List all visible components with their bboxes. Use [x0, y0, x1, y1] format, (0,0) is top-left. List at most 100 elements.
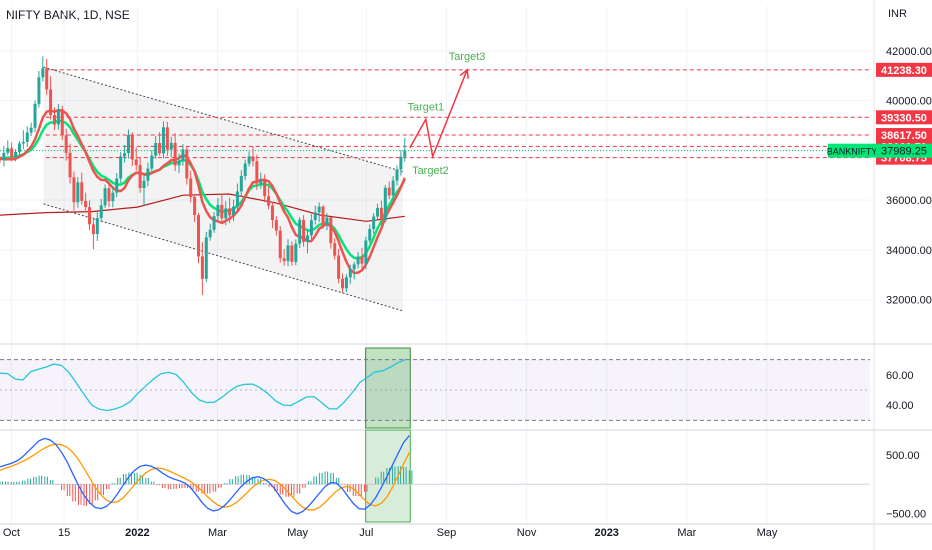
- candle-body: [165, 127, 169, 150]
- candle-body: [298, 219, 302, 244]
- candle-body: [29, 127, 33, 133]
- candle-body: [150, 155, 154, 169]
- candle-body: [368, 229, 372, 241]
- currency-label: INR: [888, 8, 907, 20]
- candle-body: [321, 206, 325, 225]
- candle-body: [146, 168, 150, 181]
- channel-fill: [43, 67, 403, 311]
- candle-body: [14, 151, 18, 158]
- candle-body: [126, 134, 130, 154]
- candle-body: [49, 89, 53, 116]
- candle-body: [333, 243, 337, 256]
- candle-body: [181, 149, 185, 161]
- candle-body: [111, 192, 115, 202]
- candle-body: [341, 278, 345, 289]
- candle-body: [309, 220, 313, 236]
- candle-body: [302, 219, 306, 242]
- time-tick-label: Mar: [677, 527, 696, 539]
- candle-body: [119, 156, 123, 179]
- candle-body: [91, 224, 95, 235]
- price-level-value: 41238.30: [881, 65, 927, 77]
- price-level-badge: [876, 62, 932, 77]
- candle-body: [290, 245, 294, 262]
- candle-body: [64, 135, 68, 153]
- price-tick-label: 42000.00: [886, 46, 932, 58]
- candle-body: [270, 205, 274, 221]
- candle-body: [228, 208, 232, 216]
- candle-body: [37, 77, 41, 104]
- time-tick-label: May: [287, 527, 308, 539]
- candle-body: [263, 180, 267, 197]
- candle-body: [88, 207, 92, 225]
- projection-arrowhead: [459, 68, 469, 79]
- last-price-badge: [876, 143, 932, 158]
- time-tick-label: 15: [58, 527, 70, 539]
- target-label: Target3: [449, 51, 486, 63]
- candle-body: [10, 148, 14, 158]
- price-tick-label: 32000.00: [886, 295, 932, 307]
- candle-body: [84, 200, 88, 208]
- price-tick-label: 34000.00: [886, 245, 932, 257]
- candle-body: [158, 142, 162, 154]
- candle-body: [274, 220, 278, 231]
- channel-lower-line: [43, 203, 404, 312]
- candle-body: [247, 156, 251, 164]
- time-tick-label: Jul: [359, 527, 373, 539]
- green-moving-average-line: [0, 119, 406, 260]
- candle-body: [103, 188, 107, 206]
- candle-body: [395, 169, 399, 181]
- candle-body: [286, 245, 290, 262]
- candle-body: [115, 178, 119, 193]
- candle-body: [185, 149, 189, 179]
- symbol-badge: [828, 143, 876, 158]
- price-level-value: 38617.50: [881, 130, 927, 142]
- price-tick-label: 40000.00: [886, 96, 932, 108]
- candle-body: [200, 256, 204, 279]
- target-label: Target1: [407, 101, 444, 113]
- candle-body: [403, 150, 407, 157]
- candle-body: [360, 256, 364, 264]
- candle-body: [123, 153, 127, 157]
- candle-body: [379, 207, 383, 221]
- candle-body: [348, 269, 352, 278]
- candle-body: [196, 215, 200, 257]
- candle-body: [95, 218, 99, 235]
- time-tick-label: May: [757, 527, 778, 539]
- candle-body: [391, 180, 395, 196]
- candle-body: [232, 206, 236, 216]
- candle-body: [25, 132, 29, 142]
- time-tick-label: Mar: [208, 527, 227, 539]
- candle-body: [21, 141, 25, 144]
- candle-body: [251, 156, 255, 162]
- macd-tick-label: −500.00: [886, 508, 926, 520]
- candle-body: [259, 180, 263, 184]
- candle-body: [204, 237, 208, 279]
- rsi-line: [0, 358, 407, 412]
- candle-body: [134, 159, 138, 166]
- candle-body: [0, 157, 2, 161]
- candle-body: [325, 217, 329, 225]
- time-tick-label: Sep: [437, 527, 457, 539]
- candle-body: [329, 217, 333, 244]
- macd-signal-line: [0, 443, 410, 511]
- candle-body: [255, 161, 259, 184]
- candle-body: [80, 182, 84, 201]
- candle-body: [243, 163, 247, 177]
- candle-body: [177, 160, 181, 166]
- candle-body: [138, 165, 142, 188]
- candle-body: [161, 127, 165, 154]
- candle-body: [45, 68, 49, 90]
- macd-tick-label: 500.00: [886, 450, 920, 462]
- candle-body: [6, 148, 10, 153]
- candle-body: [224, 208, 228, 219]
- candle-body: [282, 258, 286, 262]
- time-tick-label: 2023: [594, 527, 618, 539]
- time-tick-label: Nov: [517, 527, 537, 539]
- candle-body: [317, 206, 321, 213]
- candle-body: [344, 277, 348, 289]
- candle-body: [17, 143, 21, 152]
- candle-body: [208, 229, 212, 238]
- candle-body: [387, 187, 391, 196]
- candle-body: [352, 264, 356, 270]
